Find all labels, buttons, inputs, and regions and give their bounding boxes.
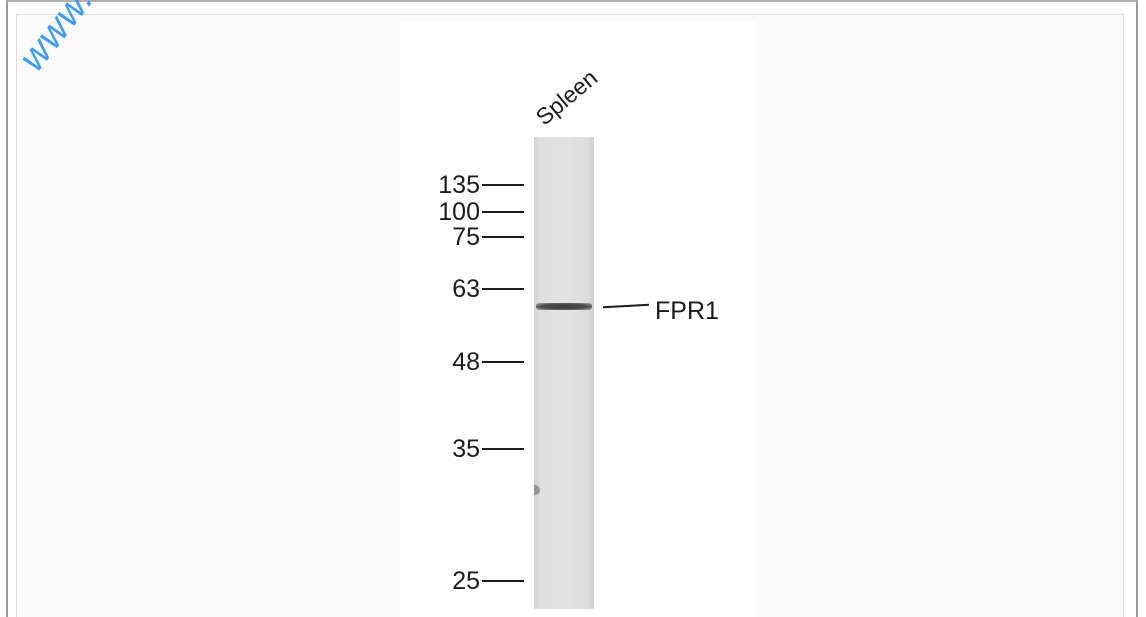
band-pointer-line xyxy=(602,303,650,309)
marker-label: 35 xyxy=(452,435,480,463)
marker-135: 135 xyxy=(400,170,524,200)
marker-35: 35 xyxy=(400,434,524,464)
band-label: FPR1 xyxy=(655,297,719,325)
marker-tick xyxy=(482,580,524,582)
marker-label: 63 xyxy=(452,275,480,303)
protein-band xyxy=(536,303,592,310)
marker-100: 100 xyxy=(400,197,524,227)
marker-63: 63 xyxy=(400,274,524,304)
marker-tick xyxy=(482,211,524,213)
marker-label: 25 xyxy=(452,567,480,595)
marker-tick xyxy=(482,361,524,363)
marker-label: 100 xyxy=(438,198,480,226)
western-blot-figure: Spleen 135 100 75 63 48 35 25 FPR1 xyxy=(400,22,756,617)
marker-tick xyxy=(482,448,524,450)
marker-tick xyxy=(482,184,524,186)
marker-25: 25 xyxy=(400,566,524,596)
gel-lane xyxy=(534,137,594,609)
marker-label: 75 xyxy=(452,223,480,251)
marker-tick xyxy=(482,236,524,238)
marker-tick xyxy=(482,288,524,290)
lane-artifact xyxy=(534,485,540,495)
marker-label: 135 xyxy=(438,171,480,199)
page-frame xyxy=(6,0,1138,617)
marker-label: 48 xyxy=(452,348,480,376)
lane-label: Spleen xyxy=(530,64,603,131)
marker-48: 48 xyxy=(400,347,524,377)
marker-75: 75 xyxy=(400,222,524,252)
